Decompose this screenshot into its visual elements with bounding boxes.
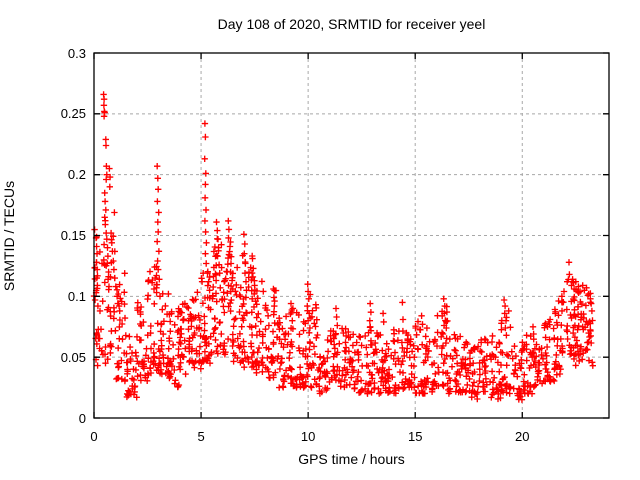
x-tick-label: 5 (197, 429, 205, 444)
chart-title: Day 108 of 2020, SRMTID for receiver yee… (217, 16, 486, 32)
y-tick-label: 0.05 (60, 349, 86, 365)
y-axis-label: SRMTID / TECUs (1, 180, 17, 292)
data-points (90, 91, 596, 403)
axis-ticks (93, 52, 609, 419)
grid-lines (94, 52, 609, 418)
y-tick-label: 0.3 (67, 45, 86, 61)
y-tick-label: 0.2 (67, 167, 86, 183)
x-axis-label: GPS time / hours (298, 451, 405, 467)
x-tick-label: 15 (407, 429, 423, 444)
y-tick-label: 0.1 (67, 288, 86, 304)
y-tick-label: 0.25 (60, 106, 86, 122)
x-tick-label: 0 (90, 429, 98, 444)
y-tick-label: 0 (78, 410, 86, 426)
x-tick-label: 20 (515, 429, 530, 444)
y-tick-label: 0.15 (60, 228, 86, 243)
x-tick-label: 10 (300, 429, 316, 444)
